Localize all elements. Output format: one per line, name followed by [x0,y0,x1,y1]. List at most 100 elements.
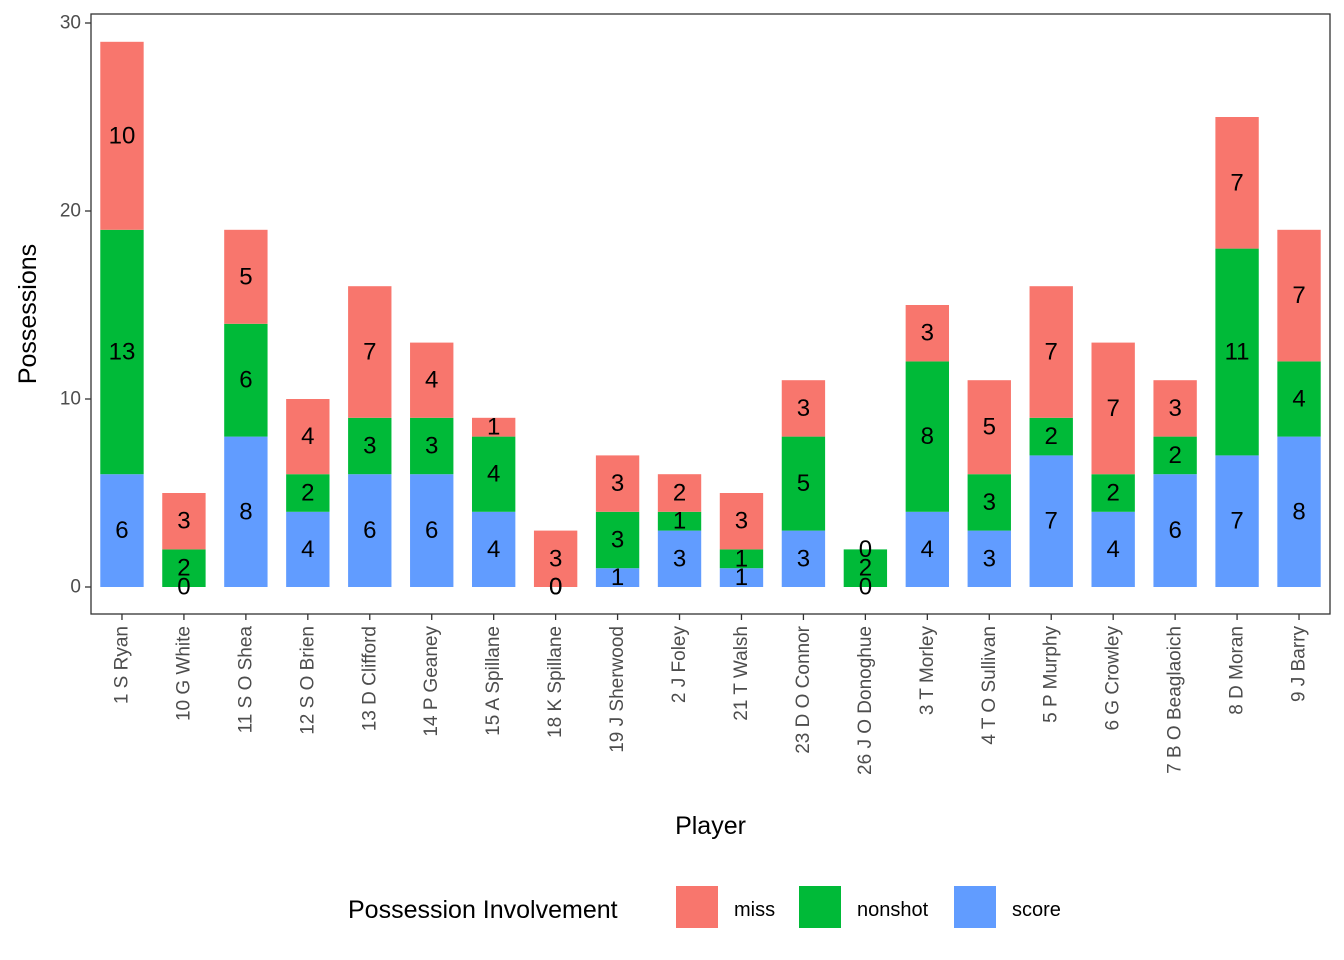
data-label-nonshot-2-j-foley: 1 [673,508,686,535]
x-tick-label-18-k-spillane: 18 K Spillane [545,626,566,738]
bar-score-21-t-walsh [719,568,764,587]
bar-nonshot-26-j-o-donoghue [843,549,888,587]
legend-label-score: score [1012,899,1061,921]
data-label-nonshot-11-s-o-shea: 6 [239,367,252,394]
bar-score-11-s-o-shea [224,436,268,587]
data-label-miss-26-j-o-donoghue: 0 [859,536,872,563]
bar-nonshot-19-j-sherwood [595,511,640,569]
data-label-score-23-d-o-connor: 3 [797,545,810,572]
data-label-miss-5-p-murphy: 7 [1045,339,1058,366]
x-tick-label-23-d-o-connor: 23 D O Connor [793,625,814,753]
legend-key-miss [676,886,718,928]
bar-score-8-d-moran [1215,455,1259,587]
data-label-nonshot-26-j-o-donoghue: 2 [859,555,872,582]
bar-nonshot-15-a-spillane [471,436,516,512]
y-axis: 0 10 20 30 [60,13,91,598]
x-tick-label-4-t-o-sullivan: 4 T O Sullivan [979,626,1000,745]
bar-score-19-j-sherwood [595,568,640,587]
x-tick-label-6-g-crowley: 6 G Crowley [1103,626,1124,731]
data-label-score-26-j-o-donoghue: 0 [859,574,872,601]
x-tick-label-12-s-o-brien: 12 S O Brien [297,626,318,735]
data-label-miss-2-j-foley: 2 [673,480,686,507]
data-label-nonshot-3-t-morley: 8 [921,423,934,450]
bar-nonshot-10-g-white [162,549,206,587]
bar-nonshot-4-t-o-sullivan [967,474,1011,531]
data-label-score-13-d-clifford: 6 [363,517,376,544]
data-label-score-12-s-o-brien: 4 [301,536,314,563]
legend-label-miss: miss [734,899,775,921]
bar-miss-12-s-o-brien [286,399,330,475]
legend: Possession Involvement miss nonshot score [348,886,1061,928]
bar-score-12-s-o-brien [286,511,330,587]
data-label-score-6-g-crowley: 4 [1106,536,1119,563]
data-label-nonshot-23-d-o-connor: 5 [797,470,810,497]
data-label-miss-14-p-geaney: 4 [425,367,438,394]
data-label-nonshot-10-g-white: 2 [177,555,190,582]
x-tick-label-7-b-o-beaglaoich: 7 B O Beaglaoich [1165,626,1186,774]
y-tick-label: 20 [60,201,81,222]
bars-layer [100,41,1321,587]
bar-miss-6-g-crowley [1091,342,1135,475]
data-label-score-11-s-o-shea: 8 [239,498,252,525]
data-label-nonshot-9-j-barry: 4 [1292,386,1305,413]
data-label-nonshot-18-k-spillane: 0 [549,574,562,601]
bar-miss-4-t-o-sullivan [967,380,1011,475]
data-label-miss-8-d-moran: 7 [1230,169,1243,196]
legend-title: Possession Involvement [348,896,618,924]
bar-score-5-p-murphy [1029,455,1073,587]
data-label-miss-3-t-morley: 3 [921,320,934,347]
bar-miss-18-k-spillane [533,530,578,587]
bar-nonshot-5-p-murphy [1029,417,1073,456]
bar-nonshot-12-s-o-brien [286,474,330,512]
bar-nonshot-14-p-geaney [410,417,454,475]
data-label-nonshot-12-s-o-brien: 2 [301,480,314,507]
data-label-nonshot-19-j-sherwood: 3 [611,527,624,554]
bar-miss-19-j-sherwood [595,455,640,512]
x-tick-label-1-s-ryan: 1 S Ryan [111,626,132,704]
bar-score-13-d-clifford [348,474,392,587]
x-tick-label-15-a-spillane: 15 A Spillane [483,626,504,736]
bar-miss-14-p-geaney [410,342,454,418]
x-tick-label-5-p-murphy: 5 P Murphy [1041,626,1062,723]
bar-score-14-p-geaney [410,474,454,587]
data-label-score-18-k-spillane: 0 [549,574,562,601]
data-label-score-2-j-foley: 3 [673,545,686,572]
x-tick-label-9-j-barry: 9 J Barry [1289,626,1310,703]
data-label-nonshot-6-g-crowley: 2 [1106,480,1119,507]
data-label-score-5-p-murphy: 7 [1045,508,1058,535]
bar-nonshot-1-s-ryan [100,229,144,475]
bar-miss-11-s-o-shea [224,229,268,324]
x-axis-title: Player [675,812,746,840]
bar-miss-5-p-murphy [1029,286,1073,418]
bar-nonshot-6-g-crowley [1091,474,1135,512]
y-tick-label: 0 [70,577,81,598]
bar-score-4-t-o-sullivan [967,530,1011,587]
data-label-score-19-j-sherwood: 1 [611,564,624,591]
data-label-nonshot-8-d-moran: 11 [1225,339,1250,366]
legend-key-nonshot [799,886,841,928]
data-label-nonshot-1-s-ryan: 13 [109,339,136,366]
bar-nonshot-21-t-walsh [719,549,764,569]
data-label-miss-9-j-barry: 7 [1292,282,1305,309]
bar-miss-10-g-white [162,493,206,550]
data-label-score-15-a-spillane: 4 [487,536,500,563]
data-label-miss-18-k-spillane: 3 [549,545,562,572]
bar-miss-7-b-o-beaglaoich [1153,380,1197,437]
data-label-score-10-g-white: 0 [177,574,190,601]
x-tick-label-2-j-foley: 2 J Foley [669,626,690,704]
data-label-nonshot-13-d-clifford: 3 [363,433,376,460]
bar-score-23-d-o-connor [781,530,826,587]
bar-miss-23-d-o-connor [781,380,826,437]
y-tick-label: 10 [60,389,81,410]
bar-nonshot-13-d-clifford [348,417,392,475]
bar-nonshot-8-d-moran [1215,248,1259,456]
x-tick-label-26-j-o-donoghue: 26 J O Donoghue [855,626,876,775]
x-axis: 1 S Ryan 10 G White 11 S O Shea 12 S O Brie… [111,614,1310,775]
x-tick-label-19-j-sherwood: 19 J Sherwood [607,626,628,753]
x-tick-label-10-g-white: 10 G White [173,626,194,721]
bar-score-6-g-crowley [1091,511,1135,587]
y-tick-label: 30 [60,13,81,34]
legend-key-score [954,886,996,928]
data-label-score-8-d-moran: 7 [1230,508,1243,535]
